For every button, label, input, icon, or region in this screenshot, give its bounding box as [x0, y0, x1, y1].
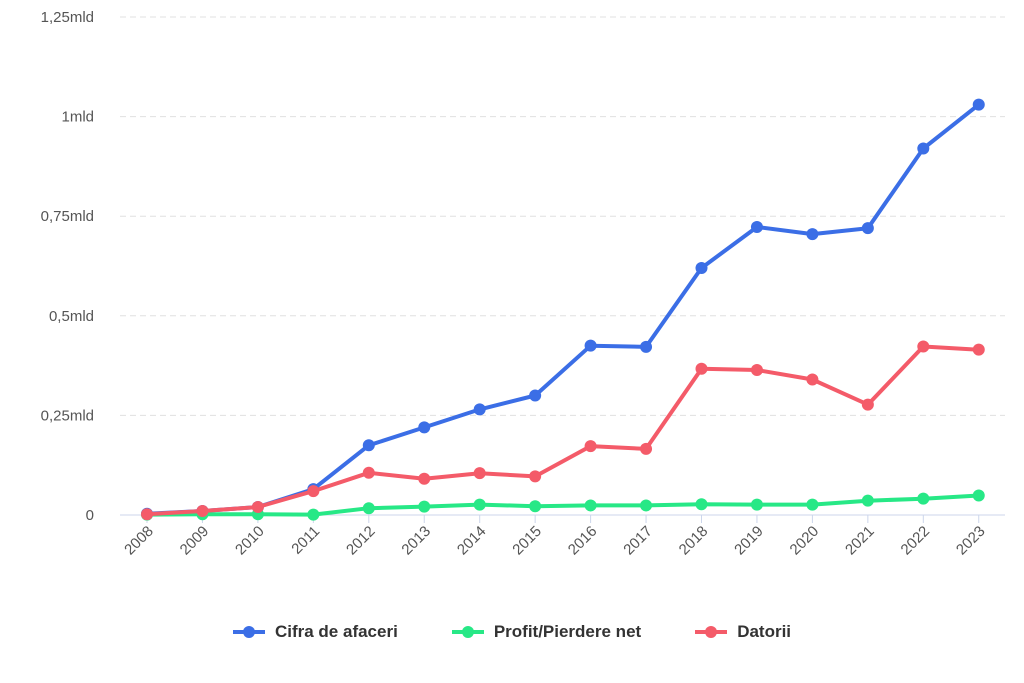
legend-marker-icon	[232, 626, 265, 638]
x-tick-label: 2011	[288, 523, 323, 558]
x-tick-label: 2010	[232, 523, 268, 559]
series-line	[145, 493, 981, 517]
data-point[interactable]	[584, 440, 597, 453]
data-point[interactable]	[251, 501, 264, 514]
x-tick-label: 2017	[620, 523, 656, 559]
y-tick-label: 0,25mld	[41, 407, 94, 424]
data-point[interactable]	[806, 373, 819, 386]
data-point[interactable]	[640, 442, 653, 455]
data-point[interactable]	[806, 498, 819, 511]
data-point[interactable]	[861, 222, 874, 235]
data-point[interactable]	[307, 508, 320, 521]
y-tick-label: 0,75mld	[41, 208, 94, 225]
x-tick-label: 2021	[842, 523, 878, 559]
series-line	[145, 344, 981, 517]
data-point[interactable]	[695, 362, 708, 375]
data-point[interactable]	[473, 403, 486, 416]
data-point[interactable]	[362, 502, 375, 515]
legend-item-datorii[interactable]: Datorii	[695, 622, 791, 642]
data-point[interactable]	[196, 505, 209, 518]
x-tick-label: 2018	[676, 523, 712, 559]
data-point[interactable]	[529, 389, 542, 402]
data-point[interactable]	[473, 498, 486, 511]
legend-label: Cifra de afaceri	[274, 622, 398, 641]
data-point[interactable]	[362, 466, 375, 479]
x-tick-label: 2015	[509, 523, 545, 559]
data-point[interactable]	[861, 494, 874, 507]
x-axis-tick-labels: 2008 2009 2010 2011 2012 2013 2014 2015 2016 2017…	[121, 515, 989, 559]
data-point[interactable]	[917, 142, 930, 155]
data-point[interactable]	[418, 500, 431, 513]
data-point[interactable]	[917, 492, 930, 505]
data-point[interactable]	[695, 498, 708, 511]
data-point[interactable]	[806, 228, 819, 241]
series-line	[145, 102, 981, 516]
x-tick-label: 2008	[121, 523, 157, 559]
data-point[interactable]	[695, 261, 708, 274]
data-point[interactable]	[750, 363, 763, 376]
legend-item-profit-pierdere-net[interactable]: Profit/Pierdere net	[451, 622, 642, 642]
x-tick-label: 2019	[731, 523, 767, 559]
legend-marker-icon	[451, 626, 484, 638]
series-group	[141, 98, 985, 521]
data-point[interactable]	[584, 499, 597, 512]
y-tick-label: 0,5mld	[49, 308, 94, 325]
data-point[interactable]	[750, 220, 763, 233]
legend-item-cifra-de-afaceri[interactable]: Cifra de afaceri	[232, 622, 398, 642]
series-2	[141, 340, 985, 521]
grid-lines	[120, 16, 1005, 516]
data-point[interactable]	[418, 472, 431, 485]
data-point[interactable]	[972, 98, 985, 111]
data-point[interactable]	[529, 500, 542, 513]
data-point[interactable]	[473, 467, 486, 480]
y-tick-label: 0	[86, 507, 94, 524]
x-tick-label: 2023	[953, 523, 989, 559]
x-tick-label: 2020	[787, 523, 823, 559]
x-tick-label: 2022	[898, 523, 934, 559]
data-point[interactable]	[972, 489, 985, 502]
y-tick-label: 1mld	[61, 109, 94, 126]
data-point[interactable]	[362, 439, 375, 452]
x-tick-label: 2009	[177, 523, 213, 559]
data-point[interactable]	[529, 470, 542, 483]
data-point[interactable]	[307, 485, 320, 498]
data-point[interactable]	[418, 421, 431, 434]
data-point[interactable]	[640, 499, 653, 512]
legend-marker-icon	[695, 626, 728, 638]
x-tick-label: 2016	[565, 523, 601, 559]
legend: Cifra de afaceri Profit/Pierdere net Dat…	[0, 622, 1024, 642]
data-point[interactable]	[640, 340, 653, 353]
x-tick-label: 2014	[454, 523, 490, 559]
x-tick-label: 2012	[343, 523, 379, 559]
series-0	[141, 98, 985, 520]
data-point[interactable]	[917, 340, 930, 353]
data-point[interactable]	[750, 498, 763, 511]
y-axis-tick-labels: 0 0,25mld 0,5mld 0,75mld 1mld 1,25mld	[41, 9, 94, 524]
data-point[interactable]	[972, 343, 985, 356]
data-point[interactable]	[861, 398, 874, 411]
legend-label: Datorii	[737, 622, 792, 641]
x-tick-label: 2013	[398, 523, 434, 559]
legend-label: Profit/Pierdere net	[493, 622, 642, 641]
y-tick-label: 1,25mld	[41, 9, 94, 26]
data-point[interactable]	[141, 508, 153, 521]
data-point[interactable]	[584, 339, 597, 352]
